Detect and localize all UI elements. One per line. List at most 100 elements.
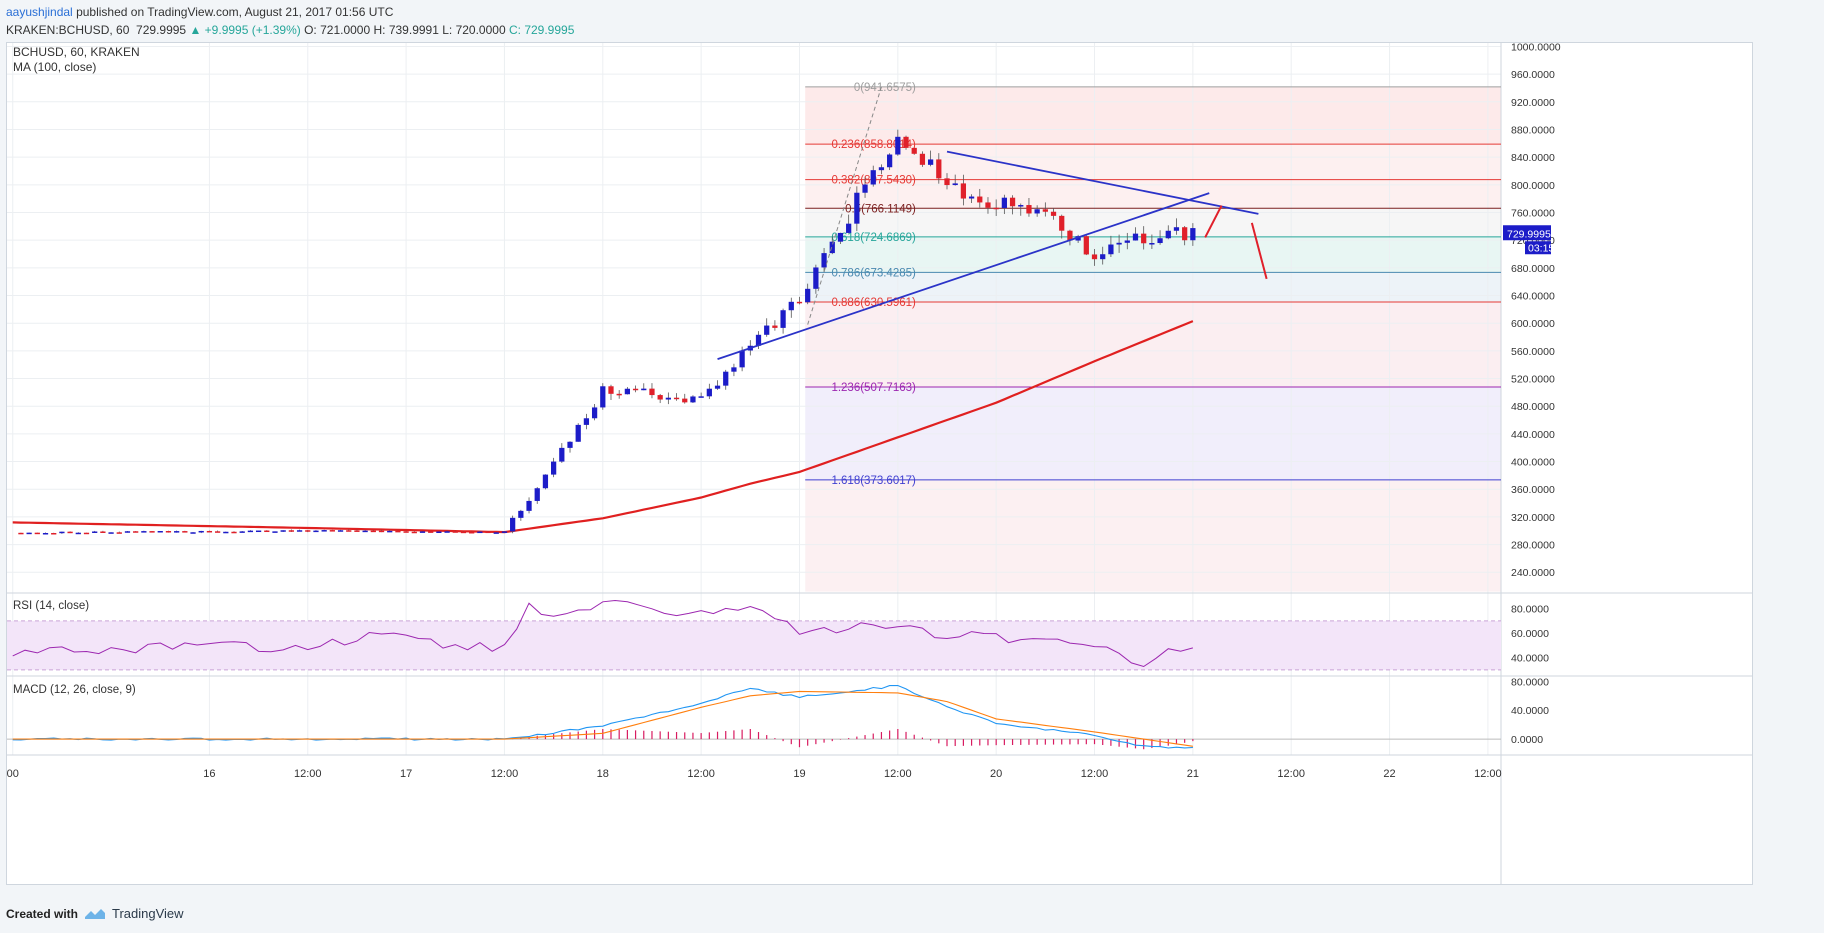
candle-body — [362, 530, 368, 533]
candle-body — [600, 386, 606, 408]
fib-label: 0.786(673.4285) — [831, 267, 916, 279]
time-tick-label: 22 — [1383, 768, 1395, 780]
candle-body — [567, 441, 573, 448]
candle-body — [1182, 227, 1188, 241]
price-tick-label: 360.0000 — [1511, 484, 1555, 496]
candle-body — [952, 183, 958, 186]
candle-body — [485, 531, 491, 534]
candle-body — [542, 474, 549, 489]
candle-body — [411, 531, 417, 534]
candle-body — [887, 154, 893, 168]
rsi-tick-label: 80.0000 — [1511, 604, 1549, 616]
candle-body — [911, 147, 917, 154]
macd-tick-label: 40.0000 — [1511, 705, 1549, 717]
price-tick-label: 240.0000 — [1511, 567, 1555, 579]
fib-label: 0.5(766.1149) — [845, 203, 916, 215]
candle-body — [518, 510, 524, 518]
candle-body — [919, 153, 926, 165]
candle-body — [673, 397, 680, 400]
trend-line — [717, 192, 1210, 361]
candle-body — [477, 531, 483, 534]
candle-body — [903, 136, 909, 148]
candle-body — [272, 531, 278, 533]
footer: Created with TradingView — [6, 906, 184, 921]
candle-body — [780, 310, 786, 328]
candle-body — [731, 367, 737, 372]
projection-line — [1250, 222, 1268, 280]
candle-body — [813, 267, 819, 289]
fib-label: 0.618(724.6869) — [831, 232, 916, 244]
candle-body — [755, 334, 762, 346]
candle-body — [469, 531, 475, 534]
candle-body — [149, 531, 155, 533]
candle-body — [108, 532, 114, 534]
publish-info: published on TradingView.com, August 21,… — [76, 5, 394, 19]
candle-body — [1001, 197, 1007, 209]
trend-line — [946, 150, 1259, 215]
price-tick-label: 840.0000 — [1511, 152, 1555, 164]
chart-frame[interactable]: 0(941.6575)0.236(858.8014)0.382(807.5430… — [6, 41, 1753, 885]
candle-body — [419, 531, 426, 533]
candle-body — [296, 530, 303, 532]
time-tick-label: 18 — [597, 768, 609, 780]
rsi-band — [7, 620, 1501, 670]
candle-body — [460, 531, 467, 534]
candle-body — [682, 398, 688, 403]
candle-body — [1173, 227, 1180, 231]
change-text: +9.9995 (+1.39%) — [204, 23, 301, 37]
countdown-label: 03:15 — [1528, 242, 1554, 254]
candle-body — [854, 192, 860, 224]
candle-body — [403, 531, 409, 533]
candle-body — [165, 531, 172, 533]
candle-body — [1124, 240, 1130, 243]
candle-body — [641, 388, 647, 391]
candle-body — [788, 301, 794, 311]
candle-body — [387, 530, 393, 533]
high-value: H: 739.9991 — [373, 23, 439, 37]
candle-body — [501, 531, 508, 533]
author-link[interactable]: aayushjindal — [6, 5, 73, 19]
candle-body — [944, 178, 950, 186]
candle-body — [510, 517, 516, 532]
candle-body — [977, 196, 983, 203]
price-tick-label: 1000.0000 — [1511, 43, 1561, 53]
candle-body — [26, 532, 32, 535]
candle-body — [337, 530, 344, 532]
price-tick-label: 320.0000 — [1511, 512, 1555, 524]
candle-body — [59, 531, 65, 534]
candle-body — [805, 288, 811, 303]
candle-body — [92, 531, 98, 533]
candle-body — [395, 530, 401, 533]
candle-body — [182, 531, 188, 533]
price-tick-label: 520.0000 — [1511, 374, 1555, 386]
candle-body — [968, 196, 975, 199]
signal-line — [12, 690, 1193, 747]
time-tick-label: 17 — [400, 768, 412, 780]
candle-body — [1009, 197, 1016, 207]
last-price: 729.9995 — [136, 23, 187, 37]
candle-body — [1018, 205, 1024, 207]
chart-header: aayushjindal published on TradingView.co… — [0, 0, 1824, 42]
price-tick-label: 440.0000 — [1511, 429, 1555, 441]
candle-body — [378, 530, 385, 533]
candle-body — [428, 531, 434, 533]
chart-svg[interactable]: 0(941.6575)0.236(858.8014)0.382(807.5430… — [7, 41, 1752, 884]
candle-body — [870, 170, 876, 185]
rsi-tick-label: 40.0000 — [1511, 653, 1549, 665]
fib-zone — [805, 86, 1501, 145]
fib-zone — [805, 236, 1501, 273]
candle-body — [354, 530, 360, 532]
candle-body — [223, 531, 229, 534]
time-tick-label: 16 — [203, 768, 215, 780]
candle-body — [255, 530, 262, 533]
candle-body — [821, 253, 827, 268]
candle-body — [141, 531, 147, 533]
tradingview-brand[interactable]: TradingView — [112, 906, 184, 921]
candle-body — [18, 532, 24, 535]
last-price-label: 729.9995 — [1507, 228, 1551, 240]
candle-body — [42, 533, 49, 535]
candle-body — [190, 532, 196, 534]
candle-body — [313, 530, 319, 533]
change-value: ▲ +9.9995 (+1.39%) — [189, 23, 301, 37]
candle-body — [231, 531, 237, 534]
